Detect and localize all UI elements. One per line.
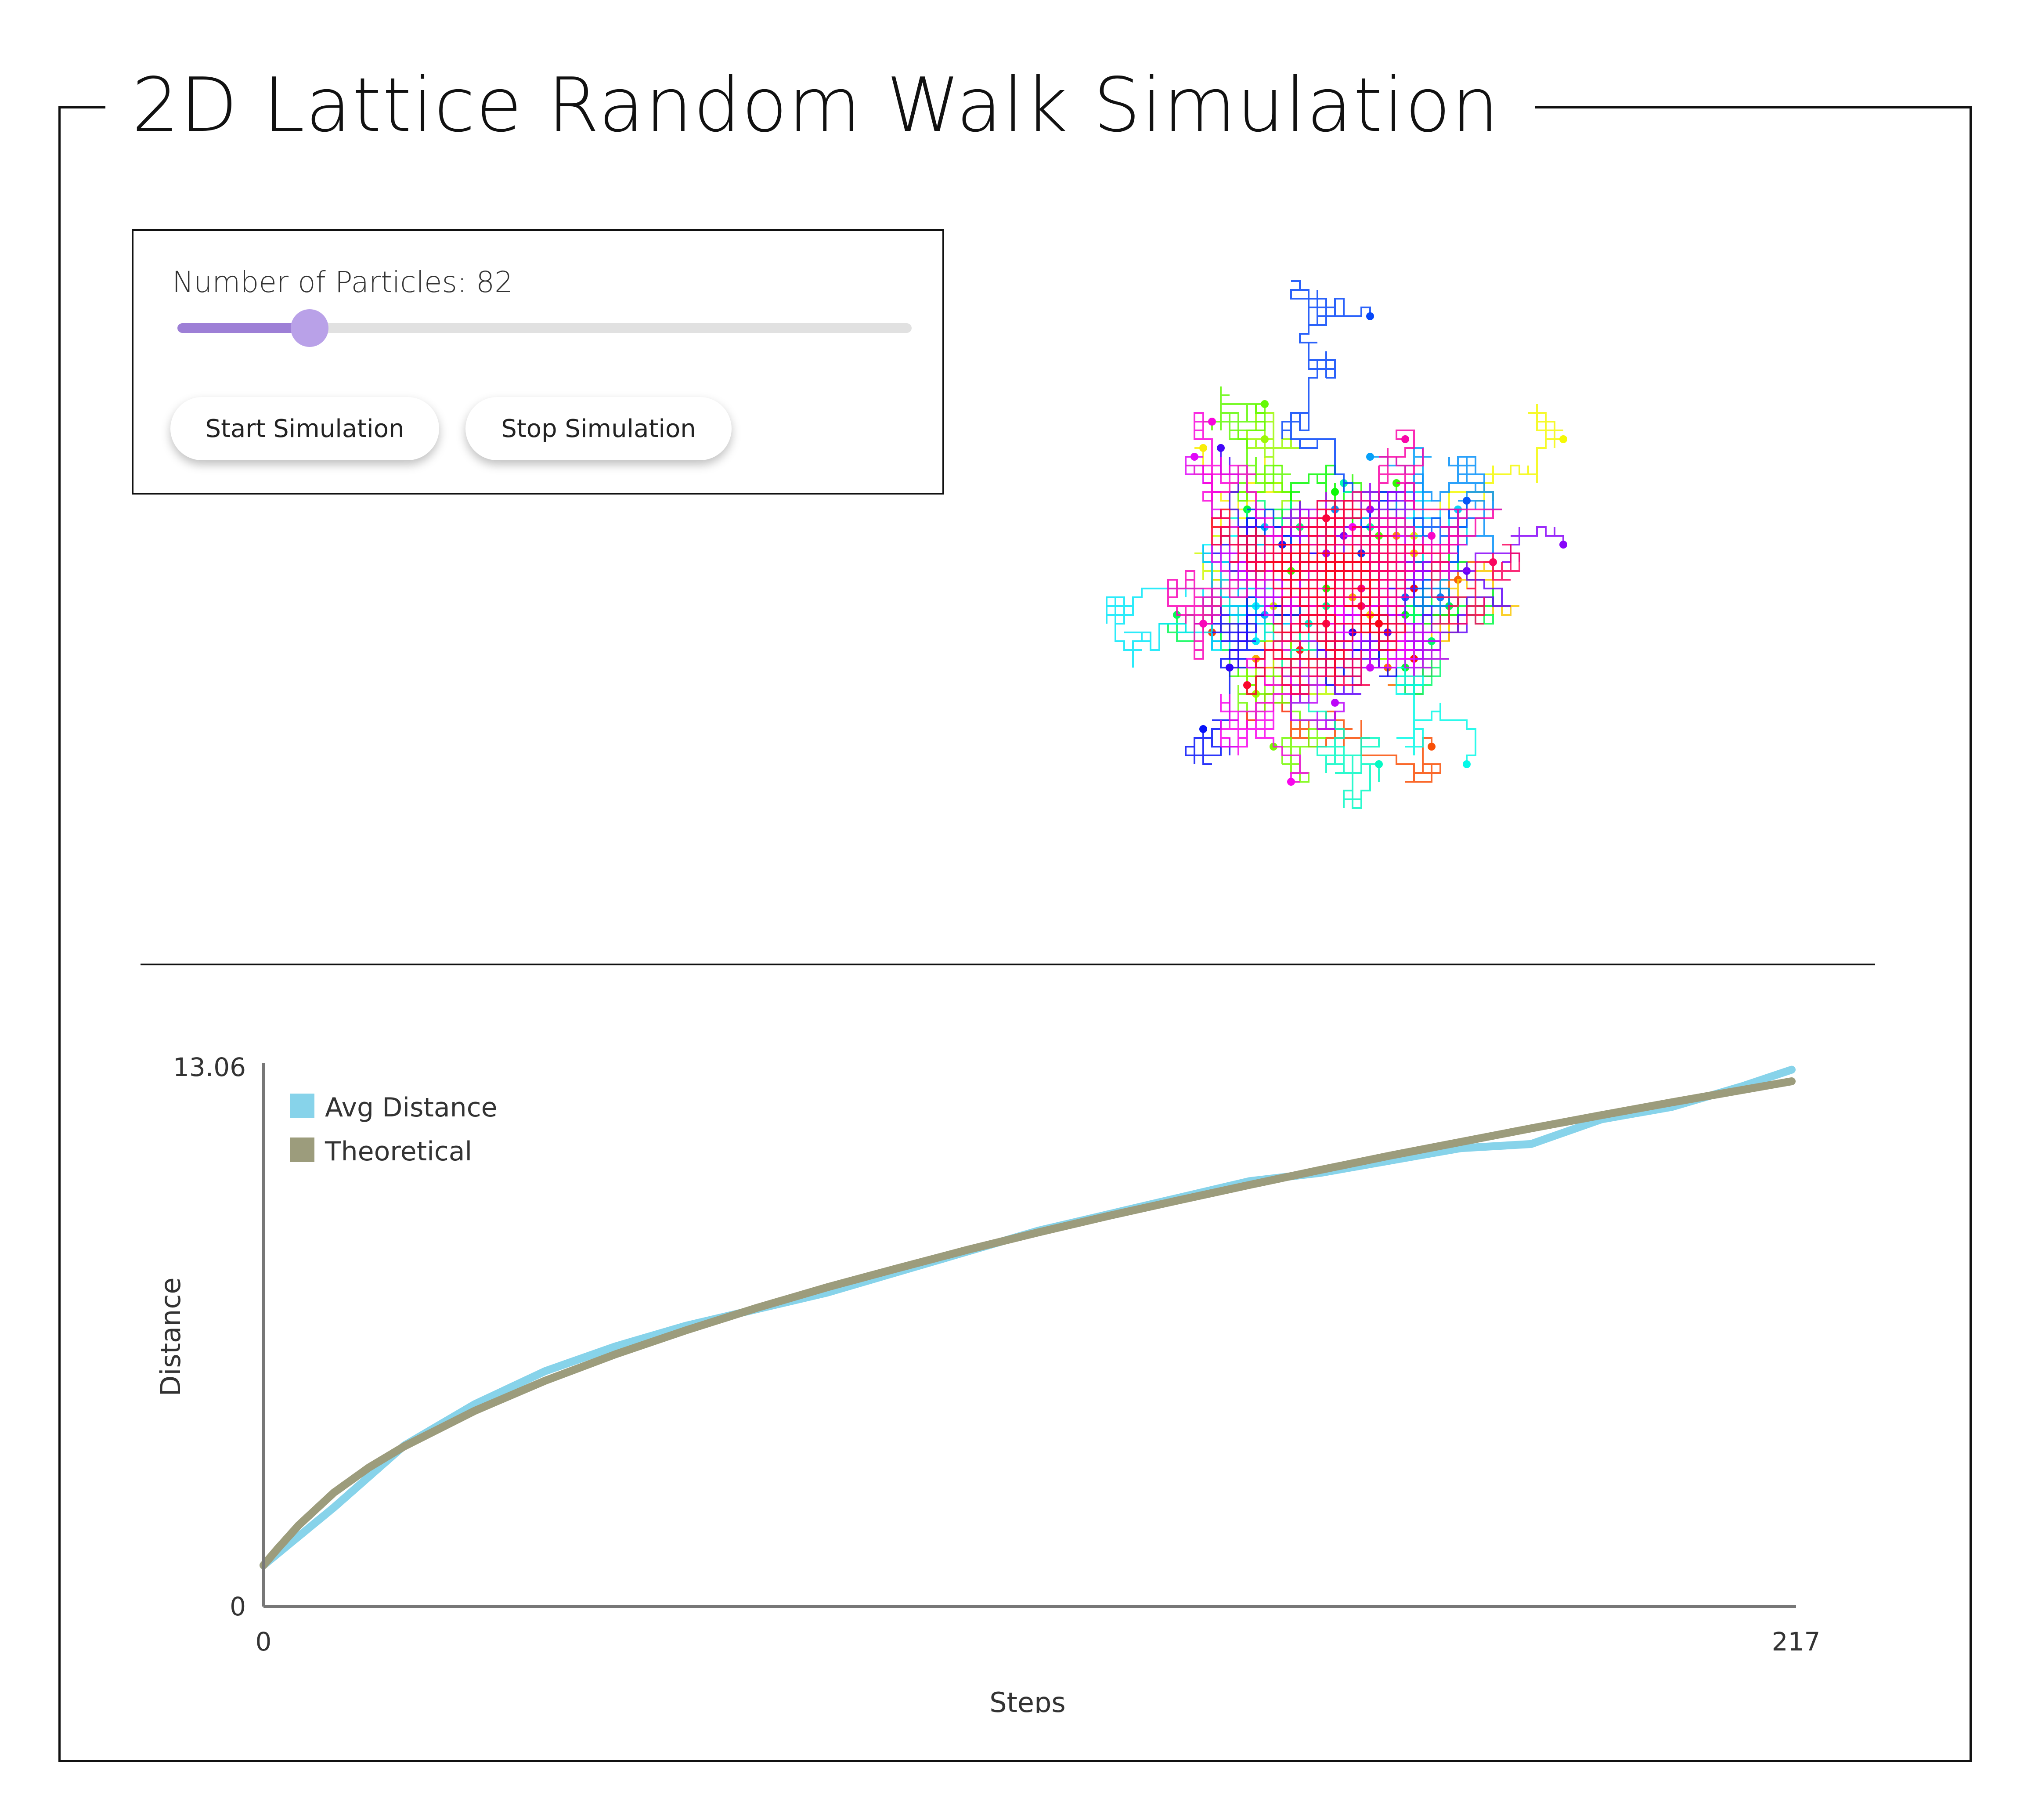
particles-label: Number of Particles: 82 xyxy=(172,265,513,299)
particle-dot xyxy=(1190,453,1198,461)
particle-dot xyxy=(1261,435,1269,443)
particle-dot xyxy=(1428,532,1436,540)
particle-dot xyxy=(1287,778,1295,786)
particle-dot xyxy=(1366,664,1374,672)
series-line-theoretical xyxy=(260,1077,1796,1569)
chart-lines xyxy=(260,1065,1796,1569)
series-line-avg-distance xyxy=(260,1065,1796,1569)
legend-label-theoretical: Theoretical xyxy=(325,1136,472,1167)
random-walk-canvas xyxy=(1106,280,1567,809)
legend-swatch-avg-distance xyxy=(290,1094,314,1118)
slider-fill xyxy=(177,323,310,333)
particle-dot xyxy=(1489,558,1497,566)
particle-dot xyxy=(1366,312,1374,320)
particle-path xyxy=(1265,544,1389,633)
particle-dot xyxy=(1428,743,1436,751)
particle-path xyxy=(1237,404,1371,589)
particle-dot xyxy=(1463,497,1471,505)
controls-panel: Number of Particles: 82 Start Simulation… xyxy=(132,229,944,495)
particle-path xyxy=(1334,535,1415,616)
particle-dot xyxy=(1366,453,1374,461)
y-tick-label: 0 xyxy=(230,1592,246,1621)
x-tick-label: 217 xyxy=(1772,1627,1821,1657)
x-axis-label: Steps xyxy=(989,1686,1065,1713)
particle-dot xyxy=(1463,760,1471,768)
particle-dot xyxy=(1199,620,1207,628)
particle-dot xyxy=(1331,488,1339,496)
distance-chart: 13.06 0 0 217 Steps Distance Avg Distanc… xyxy=(155,1052,1821,1713)
particle-dot xyxy=(1261,400,1269,408)
y-axis-label: Distance xyxy=(155,1277,187,1396)
x-tick-label: 0 xyxy=(256,1627,272,1657)
particle-dot xyxy=(1199,725,1207,733)
particle-dot xyxy=(1217,444,1225,452)
particle-path xyxy=(1246,580,1406,695)
particles-slider[interactable] xyxy=(177,309,912,347)
legend-label-avg-distance: Avg Distance xyxy=(325,1092,498,1123)
particle-path xyxy=(1220,579,1353,783)
particle-path xyxy=(1309,571,1511,695)
particle-dot xyxy=(1199,444,1207,452)
start-simulation-button[interactable]: Start Simulation xyxy=(170,397,439,460)
slider-thumb[interactable] xyxy=(290,309,328,347)
particle-path xyxy=(1317,474,1449,625)
particle-dot xyxy=(1375,620,1383,628)
particle-dot xyxy=(1401,435,1409,443)
particle-path xyxy=(1246,491,1397,624)
particle-path xyxy=(1281,588,1380,809)
particle-dot xyxy=(1559,541,1567,549)
particle-dot xyxy=(1559,435,1567,443)
particle-dot xyxy=(1375,760,1383,768)
page-title: 2D Lattice Random Walk Simulation xyxy=(105,53,1535,158)
particle-dot xyxy=(1322,514,1330,522)
particle-dot xyxy=(1226,664,1234,672)
particle-dot xyxy=(1331,699,1339,707)
legend-swatch-theoretical xyxy=(290,1138,314,1162)
particle-dot xyxy=(1243,681,1251,689)
particle-path xyxy=(1273,580,1370,695)
particle-path xyxy=(1211,500,1362,589)
particle-path xyxy=(1246,579,1380,729)
y-tick-label: 13.06 xyxy=(173,1052,246,1082)
particle-path xyxy=(1237,580,1336,783)
particle-path xyxy=(1308,562,1441,695)
particle-dot xyxy=(1208,418,1216,426)
stop-simulation-button[interactable]: Stop Simulation xyxy=(465,397,732,460)
section-divider xyxy=(141,964,1875,965)
